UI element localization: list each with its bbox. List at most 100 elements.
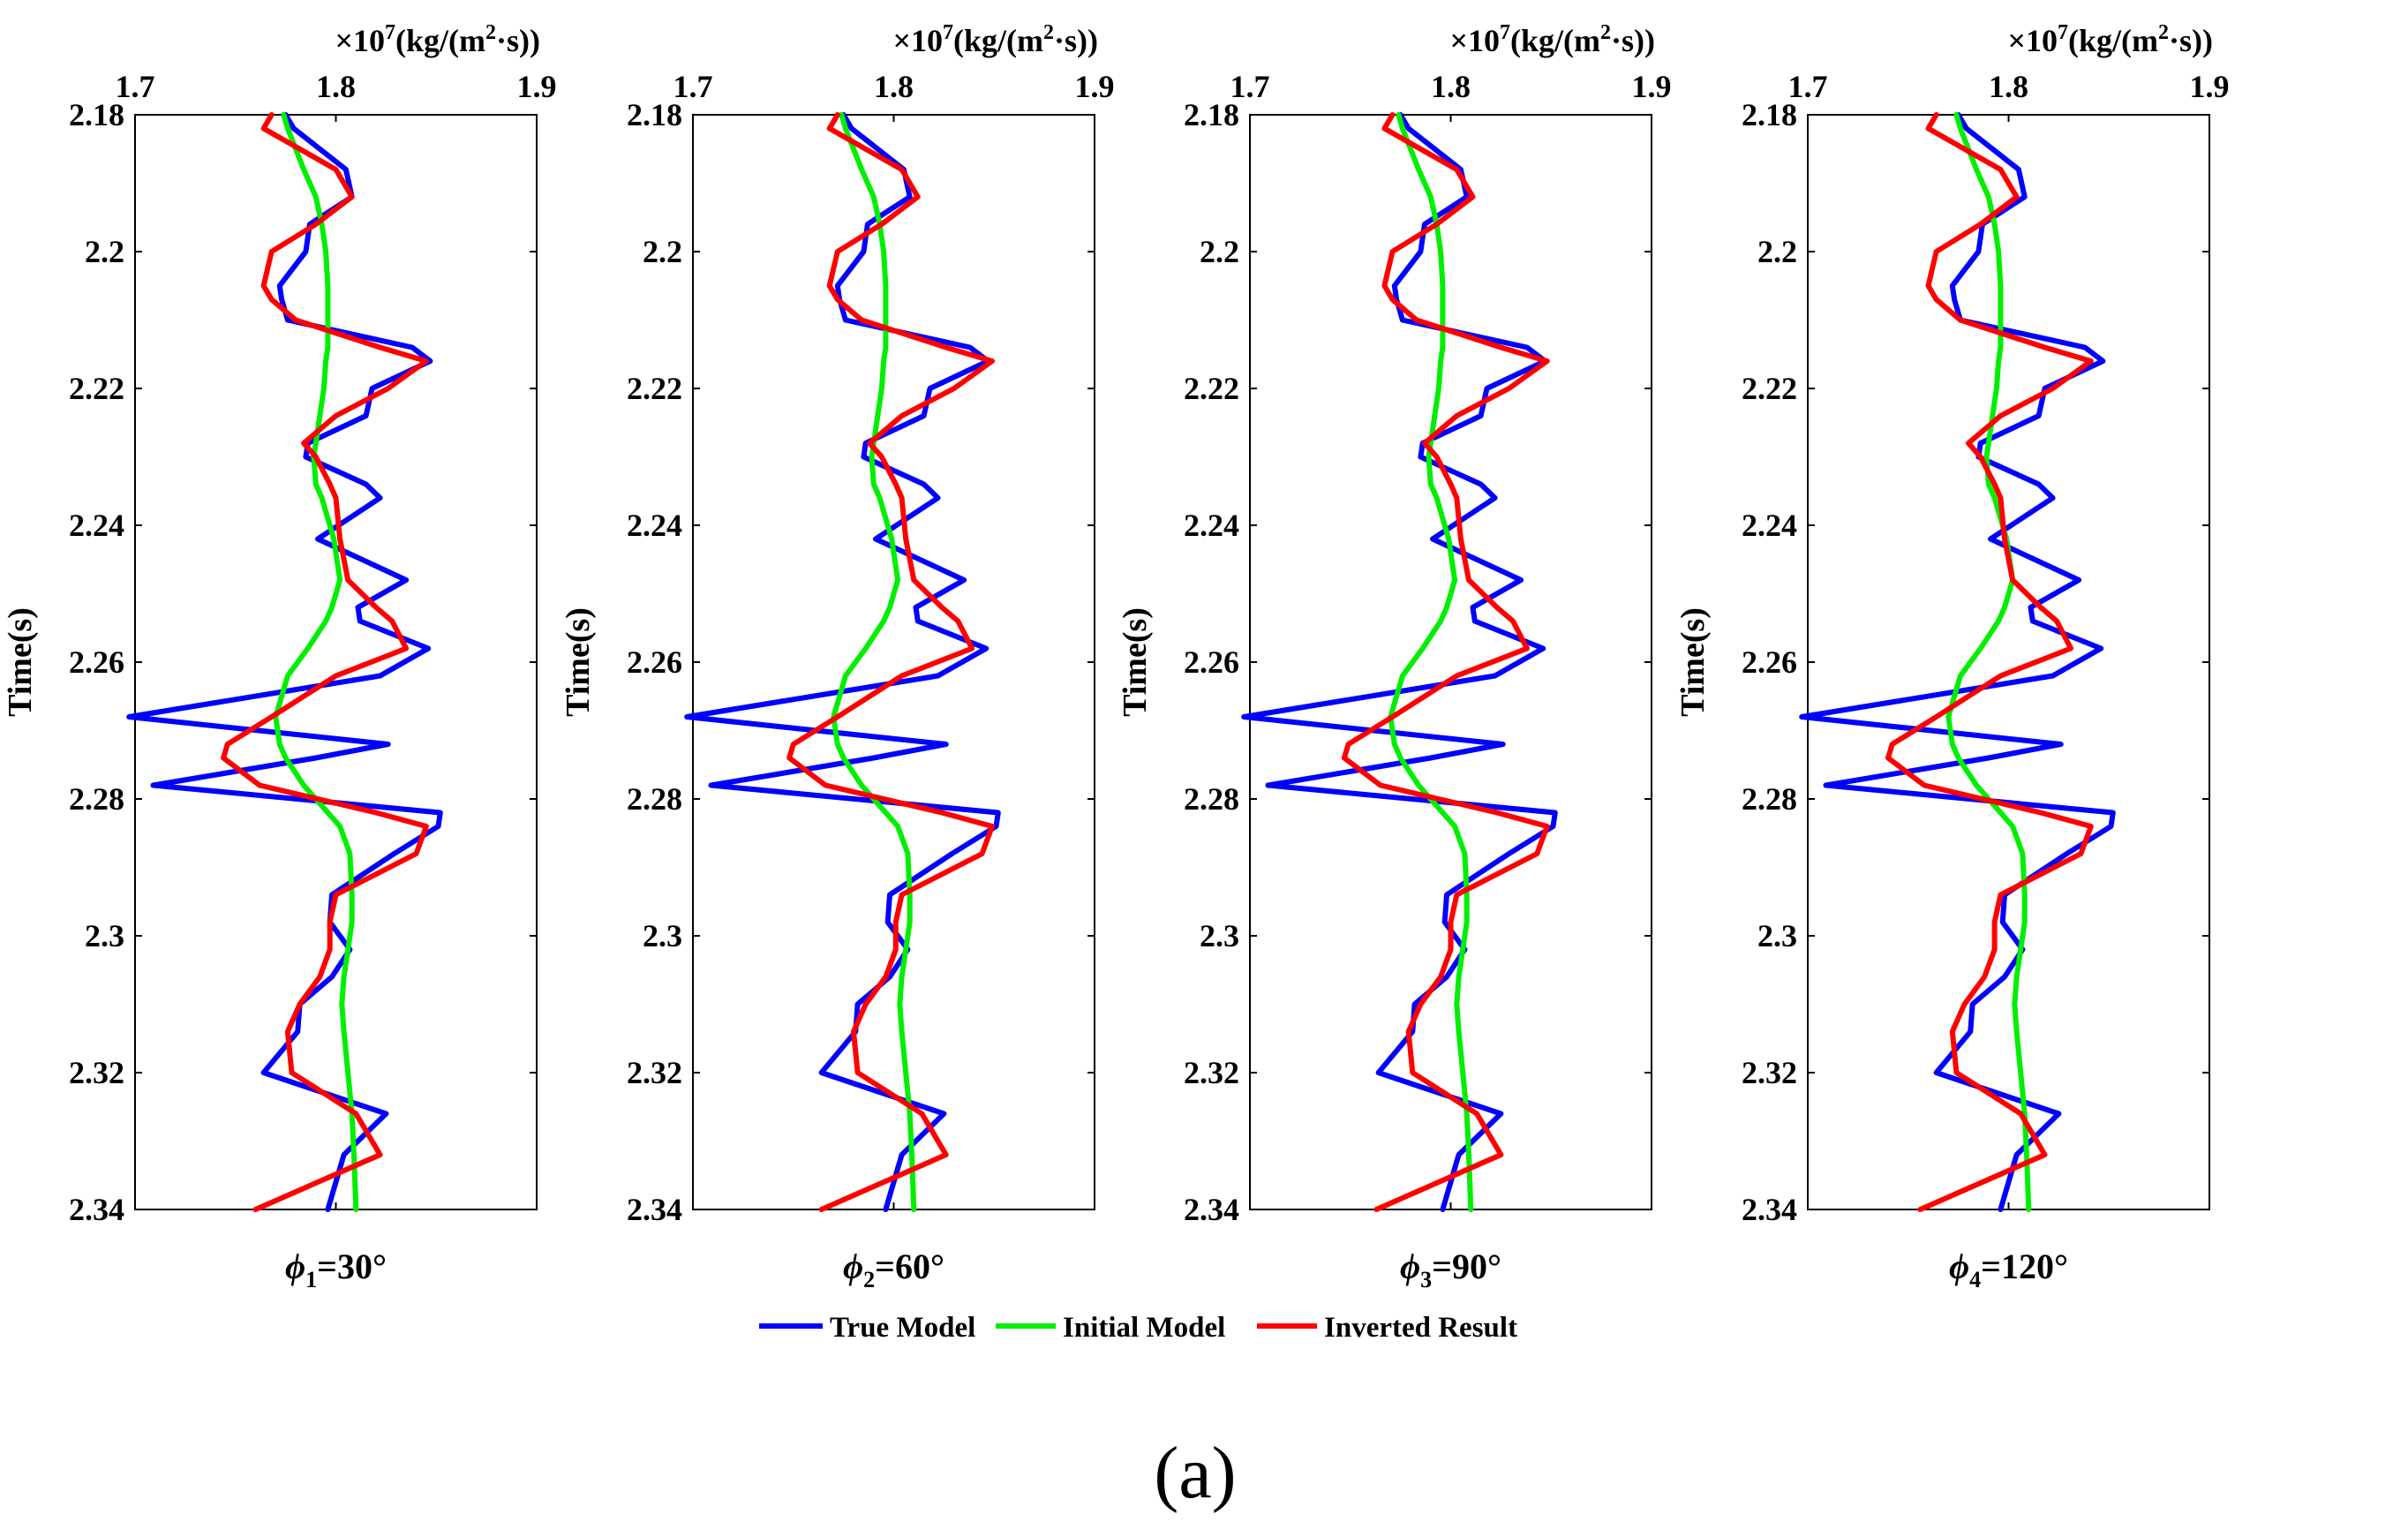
plot-frame xyxy=(692,114,1095,1210)
caption-subscript: 3 xyxy=(1420,1267,1432,1292)
y-tick-label: 2.18 xyxy=(1184,97,1239,132)
x-unit-prefix: ×10 xyxy=(1449,23,1500,58)
legend-label-inverted-result: Inverted Result xyxy=(1324,1312,1517,1344)
legend-label-true-model: True Model xyxy=(830,1312,975,1344)
panels-group: 2.182.22.222.242.262.282.32.322.341.7 1.8… xyxy=(2,21,2230,1292)
x-unit-prefix: ×10 xyxy=(2007,23,2058,58)
plot-frame xyxy=(134,114,538,1210)
y-tick-label: 2.22 xyxy=(1742,371,1797,406)
series-line-true-model xyxy=(684,112,1001,1212)
y-tick-label: 2.24 xyxy=(1742,508,1797,543)
y-tick-label: 2.28 xyxy=(1184,781,1239,817)
y-tick-label: 2.32 xyxy=(69,1055,124,1090)
x-tick-label: 1.7 xyxy=(1788,69,1828,104)
x-unit-sq: 2 xyxy=(2158,21,2169,44)
series-line-initial-model xyxy=(273,112,359,1212)
x-unit-body: (kg/(m xyxy=(395,23,485,58)
panel-4: 2.18 2.2 2.22 2.24 2.26 2.28 2.3 2.32 2.34 1.7 1.8… xyxy=(1674,21,2230,1292)
caption-subscript: 4 xyxy=(1969,1267,1981,1292)
y-tick-label: 2.26 xyxy=(1184,644,1239,680)
series-line-initial-model xyxy=(831,112,917,1212)
y-tick-label: 2.22 xyxy=(627,371,682,406)
x-unit-body: (kg/(m xyxy=(2068,23,2158,58)
y-tick-label: 2.26 xyxy=(627,644,682,680)
x-unit-prefix: ×10 xyxy=(335,23,385,58)
caption-symbol: ϕ xyxy=(1400,1247,1420,1286)
x-tick-label: 1.9 xyxy=(1632,69,1672,104)
y-tick-label: 2.28 xyxy=(627,781,682,817)
y-axis-label: Time(s) xyxy=(1674,607,1712,717)
y-tick-label: 2.32 xyxy=(627,1055,682,1090)
y-tick-label: 2.34 xyxy=(1184,1192,1239,1227)
y-tick-label: 2.3 xyxy=(85,918,124,953)
x-tick-label: 1.9 xyxy=(1075,69,1115,104)
y-tick-label: 2.22 xyxy=(1184,371,1239,406)
panel-2: 2.18 2.2 2.22 2.24 2.26 2.28 2.3 2.32 2.34 1.7 1.8… xyxy=(560,21,1115,1292)
panel-caption: ϕ4=120° xyxy=(1949,1247,2068,1292)
y-tick-label: 2.28 xyxy=(69,781,124,817)
x-unit-tail: ·s)) xyxy=(1611,23,1655,58)
x-unit-tail: ·s)) xyxy=(496,23,540,58)
y-tick-label: 2.34 xyxy=(1742,1192,1797,1227)
x-tick-label: 1.7 xyxy=(116,69,155,104)
y-tick-label: 2.18 xyxy=(69,97,124,132)
caption-symbol: ϕ xyxy=(843,1247,863,1286)
y-tick-label: 2.26 xyxy=(1742,644,1797,680)
legend-label-initial-model: Initial Model xyxy=(1063,1312,1225,1344)
legend-entry-inverted-result: Inverted Result xyxy=(1257,1312,1517,1344)
caption-symbol: ϕ xyxy=(285,1247,305,1286)
x-unit-prefix: ×10 xyxy=(892,23,943,58)
x-tick-label: 1.8 xyxy=(1989,69,2028,104)
plot-frame xyxy=(1807,114,2210,1210)
x-unit-exponent: 7 xyxy=(943,21,953,44)
caption-subscript: 1 xyxy=(305,1267,317,1292)
x-unit-label: ×107(kg/(m2·s)) xyxy=(1449,21,1655,58)
x-unit-body: (kg/(m xyxy=(1510,23,1600,58)
x-tick-label: 1.8 xyxy=(316,69,356,104)
x-unit-sq: 2 xyxy=(1043,21,1054,44)
y-tick-label: 2.26 xyxy=(69,644,124,680)
y-tick-label: 2.28 xyxy=(1742,781,1797,817)
legend: True Model Initial Model Inverted Result xyxy=(759,1312,1517,1344)
y-tick-label: 2.3 xyxy=(1200,918,1239,953)
panel-3: 2.18 2.2 2.22 2.24 2.26 2.28 2.3 2.32 2.34 1.7 1.8… xyxy=(1117,21,1672,1292)
y-tick-label: 2.32 xyxy=(1742,1055,1797,1090)
x-unit-exponent: 7 xyxy=(1500,21,1510,44)
x-tick-label: 1.8 xyxy=(1431,69,1471,104)
series-line-inverted-result xyxy=(221,112,429,1212)
y-tick-label: 2.2 xyxy=(1757,234,1797,269)
caption-angle: =30° xyxy=(317,1247,387,1286)
y-tick-label: 2.24 xyxy=(69,508,124,543)
x-unit-sq: 2 xyxy=(1600,21,1611,44)
panel-caption: ϕ3=90° xyxy=(1400,1247,1501,1292)
series-line-inverted-result xyxy=(786,112,995,1212)
y-tick-label: 2.24 xyxy=(627,508,682,543)
series-line-inverted-result xyxy=(1341,112,1550,1212)
legend-entry-true-model: True Model xyxy=(759,1312,975,1344)
y-tick-label: 2.2 xyxy=(85,234,124,269)
y-tick-label: 2.18 xyxy=(1742,97,1797,132)
y-axis-label: Time(s) xyxy=(2,607,39,717)
y-tick-label: 2.3 xyxy=(643,918,682,953)
x-unit-exponent: 7 xyxy=(385,21,395,44)
x-tick-label: 1.9 xyxy=(2190,69,2230,104)
y-tick-label: 2.18 xyxy=(627,97,682,132)
plot-frame xyxy=(1249,114,1652,1210)
y-axis-label: Time(s) xyxy=(560,607,597,717)
panel-caption: ϕ1=30° xyxy=(285,1247,387,1292)
x-tick-label: 1.7 xyxy=(1230,69,1270,104)
x-unit-label: ×107(kg/(m2·s)) xyxy=(2007,21,2213,58)
series-line-initial-model xyxy=(1945,112,2032,1212)
caption-angle: =90° xyxy=(1432,1247,1501,1286)
series-line-initial-model xyxy=(1388,112,1474,1212)
y-tick-label: 2.34 xyxy=(69,1192,124,1227)
x-unit-tail: ·s)) xyxy=(1054,23,1098,58)
x-unit-label: ×107(kg/(m2·s)) xyxy=(335,21,540,58)
y-tick-label: 2.24 xyxy=(1184,508,1239,543)
x-tick-label: 1.8 xyxy=(874,69,914,104)
caption-angle: =120° xyxy=(1981,1247,2068,1286)
caption-angle: =60° xyxy=(875,1247,944,1286)
panel-caption: ϕ2=60° xyxy=(843,1247,944,1292)
series-line-true-model xyxy=(1241,112,1558,1212)
